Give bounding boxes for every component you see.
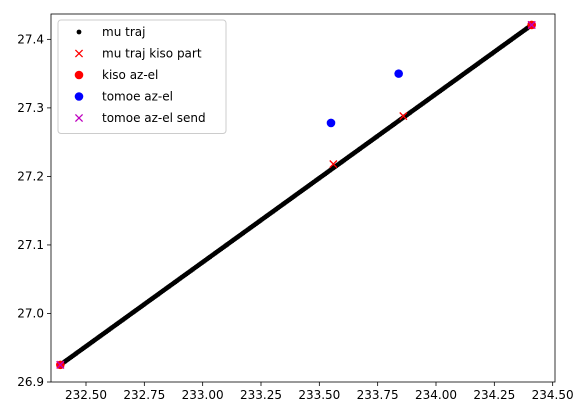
legend-marker [74, 113, 84, 123]
x-tick-label: 232.75 [123, 388, 165, 402]
y-tick-label: 27.1 [17, 238, 44, 252]
data-point-4-0-stroke-b [56, 360, 65, 369]
axes-frame [50, 13, 556, 383]
series-tomoe-az-el-send [56, 20, 536, 369]
data-point-4-0 [56, 360, 65, 369]
x-tick-label: 234.00 [415, 388, 457, 402]
data-point-4-1 [527, 20, 536, 30]
legend-label: tomoe az-el [102, 90, 173, 104]
x-tick-label: 234.50 [532, 388, 574, 402]
legend-marker [74, 49, 84, 58]
legend-item: mu traj [76, 25, 145, 39]
data-point-1-1 [329, 160, 338, 169]
legend: mu traj mu traj kiso part kiso az-el tomoe … [57, 19, 227, 134]
y-tick-label: 27.3 [17, 101, 44, 115]
legend-marker-stroke-b [74, 113, 84, 123]
legend-item: tomoe az-el [74, 90, 173, 104]
legend-marker-stroke-b [74, 49, 84, 58]
axes: 232.50 232.75 233.00 233.25 233.50 233.75 234.… [17, 13, 574, 402]
data-point-1-2-stroke-b [399, 112, 408, 121]
data-point-3-0 [326, 118, 336, 128]
y-tick-label: 27.0 [17, 306, 44, 320]
data-point-4-1-stroke-b [527, 20, 536, 30]
legend-marker [76, 29, 82, 35]
legend-box [57, 19, 227, 134]
series-tomoe-az-el [326, 69, 403, 128]
x-tick-label: 233.75 [357, 388, 399, 402]
legend-marker [74, 92, 84, 101]
x-tick-label: 233.25 [240, 388, 282, 402]
series-mu-traj [57, 22, 535, 368]
legend-marker [74, 70, 84, 80]
data-point-1-2 [399, 112, 408, 121]
legend-item: kiso az-el [74, 68, 158, 82]
y-tick-label: 27.4 [17, 32, 44, 46]
y-tick-label: 27.2 [17, 169, 44, 183]
legend-item: mu traj kiso part [74, 47, 202, 61]
data-point-3-1 [394, 69, 403, 78]
x-tick-label: 232.50 [65, 388, 107, 402]
plot-area [56, 20, 536, 370]
x-tick-label: 233.50 [298, 388, 340, 402]
x-tick-label: 233.00 [182, 388, 224, 402]
x-tick-label: 234.25 [473, 388, 515, 402]
legend-label: mu traj kiso part [102, 47, 202, 61]
legend-label: tomoe az-el send [102, 111, 206, 125]
legend-item: tomoe az-el send [74, 111, 206, 125]
legend-label: mu traj [102, 25, 145, 39]
legend-label: kiso az-el [102, 68, 158, 82]
y-tick-label: 26.9 [17, 375, 44, 389]
data-point-1-1-stroke-b [329, 160, 338, 169]
